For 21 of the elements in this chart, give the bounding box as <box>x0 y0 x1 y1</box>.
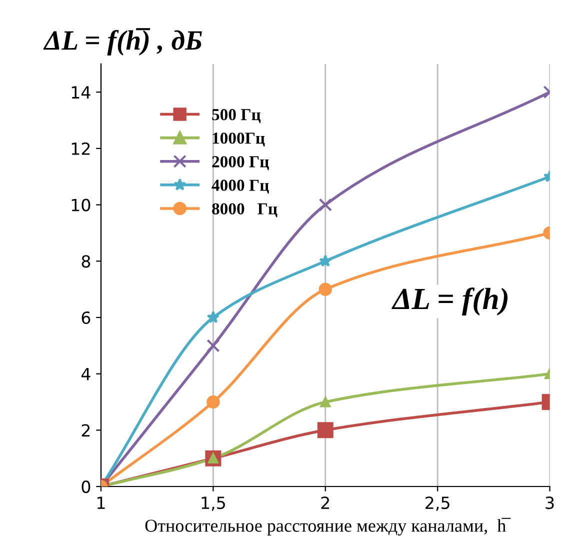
y-tick-label: 2 <box>82 424 90 436</box>
x-tick-label: 3 <box>546 496 554 510</box>
x-axis-title: Относительное расстояние между каналами, h̅ <box>145 518 511 536</box>
legend-label: 2000 Гц <box>212 156 269 170</box>
y-tick-label: 10 <box>72 198 90 212</box>
x-tick-label: 2,5 <box>426 496 450 511</box>
y-tick-label: 0 <box>82 480 90 494</box>
y-tick-label: 6 <box>82 311 90 324</box>
y-tick-label: 14 <box>72 86 90 98</box>
y-tick-label: 12 <box>72 142 90 155</box>
legend-label: 500 Гц <box>212 109 261 123</box>
x-tick-label: 1 <box>98 496 105 509</box>
y-tick-label: 8 <box>82 255 90 268</box>
x-tick-label: 1,5 <box>202 496 225 511</box>
legend-label: 4000 Гц <box>212 180 269 194</box>
legend-label: 8000 Гц <box>212 203 278 218</box>
x-tick-label: 2 <box>321 496 330 509</box>
y-axis-title: ΔL = f(h̅) , дБ <box>43 28 202 56</box>
annotation: ΔL = f(h) <box>392 288 508 316</box>
legend-label: 1000Гц <box>212 132 265 147</box>
y-tick-label: 4 <box>81 368 90 380</box>
